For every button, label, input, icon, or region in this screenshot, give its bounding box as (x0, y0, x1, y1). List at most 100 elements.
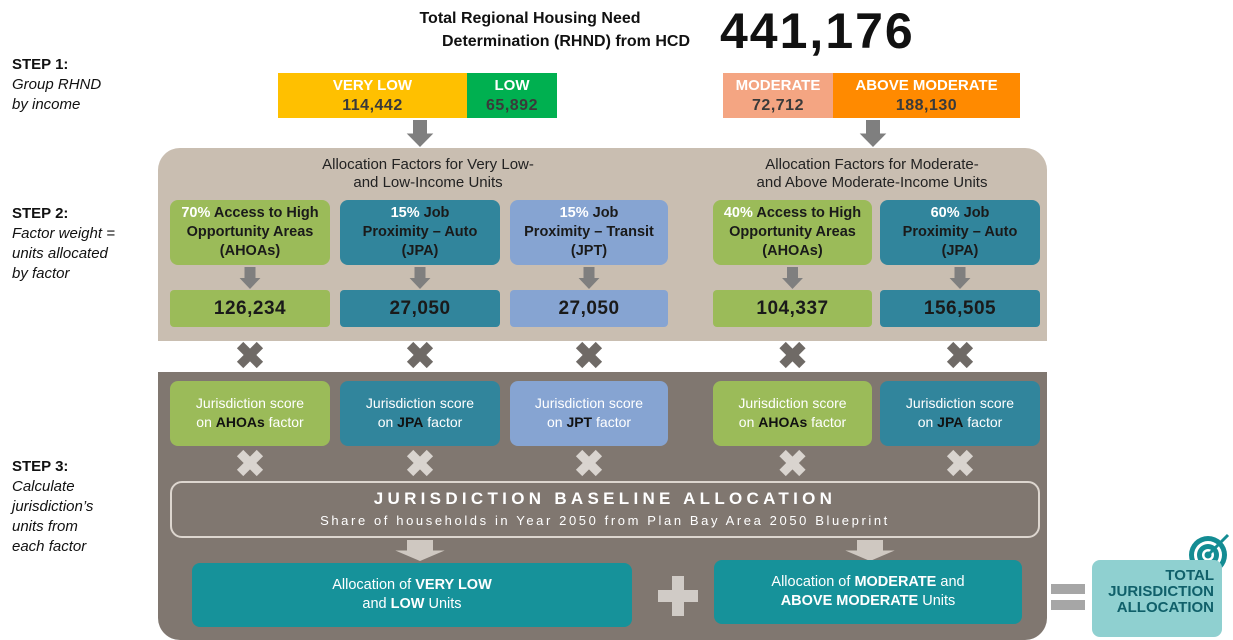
multiply-sign (406, 341, 434, 369)
step-description: Group RHND (12, 76, 102, 93)
factor-line: Proximity – Auto (902, 224, 1018, 240)
score-factor: AHOAs (215, 414, 265, 430)
factor-name: Job (963, 205, 990, 221)
score-line: on JPT factor (510, 413, 668, 432)
header-title: Total Regional Housing Need Determinatio… (330, 7, 690, 53)
text: Allocation of (332, 577, 412, 593)
multiply-sign (946, 449, 974, 477)
factor-line: Proximity – Transit (524, 224, 654, 240)
baseline-box: JURISDICTION BASELINE ALLOCATION Share o… (170, 481, 1040, 538)
factor-units: 104,337 (713, 290, 872, 327)
text: on (917, 414, 934, 430)
factor-box: 15% Job Proximity – Auto (JPA) (340, 200, 500, 265)
income-units: 188,130 (895, 97, 958, 114)
baseline-subtitle: Share of households in Year 2050 from Pl… (320, 513, 890, 528)
income-group: VERY LOW 114,442 (278, 73, 467, 118)
arrow (414, 267, 426, 278)
step: STEP 1: Group RHND by income (12, 55, 101, 115)
text: Allocation of (771, 574, 851, 590)
multiply-sign (236, 449, 264, 477)
factor-name: Job (592, 205, 619, 221)
step-label: STEP 2: (12, 205, 69, 222)
text: factor (967, 414, 1003, 430)
factor-box: 70% Access to High Opportunity Areas (AHOA… (170, 200, 330, 265)
income-name: MODERATE (735, 77, 821, 94)
factor-name: Job (423, 205, 450, 221)
factor-weight: 70% (181, 205, 211, 221)
factor-weight: 15% (390, 205, 420, 221)
multiply-sign (946, 341, 974, 369)
text: Units (428, 596, 462, 612)
step-description: Calculate (12, 478, 75, 495)
text: and (940, 574, 965, 590)
score-line: on JPA factor (880, 413, 1040, 432)
income-units: 72,712 (752, 97, 804, 114)
factor-line: 40% Access to High (713, 204, 872, 223)
factor-weight: 40% (723, 205, 753, 221)
text: MODERATE (854, 574, 937, 590)
income-name: LOW (494, 77, 530, 94)
text: JURISDICTION (1108, 583, 1214, 600)
factor-line: (JPA) (401, 243, 439, 259)
arrow (244, 267, 256, 278)
factor-units: 27,050 (510, 290, 668, 327)
score-line: Jurisdiction score (738, 395, 847, 411)
step-description: units from (12, 518, 78, 535)
step-description: each factor (12, 538, 87, 555)
arrow (782, 278, 803, 289)
factor-line: 15% Job (510, 204, 668, 223)
text: ALLOCATION (1116, 599, 1214, 616)
plus-sign (672, 576, 684, 616)
allocation-line: and LOW Units (192, 595, 632, 614)
text: on (377, 414, 394, 430)
score-line: on AHOAs factor (170, 413, 330, 432)
step: STEP 2: Factor weight = units allocated by … (12, 204, 115, 284)
arrow (949, 278, 971, 289)
score-line: Jurisdiction score (365, 395, 475, 411)
score-box: Jurisdiction score on AHOAs factor (170, 381, 330, 446)
multiply-sign (779, 341, 806, 369)
step-label: STEP 1: (12, 56, 69, 73)
factor-line: 70% Access to High (170, 204, 330, 223)
factor-units: 126,234 (170, 290, 330, 327)
header-total: 441,176 (720, 3, 915, 59)
score-factor: JPA (397, 414, 424, 430)
text: LOW (390, 596, 425, 612)
factor-name: Access to High (213, 205, 319, 221)
factor-name: Access to High (756, 205, 862, 221)
text: VERY LOW (415, 577, 492, 593)
score-box: Jurisdiction score on JPA factor (340, 381, 500, 446)
text: Units (922, 593, 956, 609)
factor-line: (JPT) (570, 243, 608, 259)
total-allocation: TOTAL JURISDICTION ALLOCATION (1092, 560, 1222, 637)
multiply-sign (406, 449, 434, 477)
arrow (859, 133, 887, 147)
step-description: Factor weight = (12, 225, 115, 242)
allocation-line: Allocation of MODERATE and (714, 573, 1022, 592)
arrow (413, 120, 427, 134)
arrow (409, 278, 431, 289)
equals-sign (1051, 600, 1085, 610)
score-factor: JPA (937, 414, 964, 430)
score-line: Jurisdiction score (195, 395, 305, 411)
title-line: Allocation Factors for Very Low- (322, 156, 534, 173)
score-factor: JPT (566, 414, 593, 430)
multiply-sign (236, 341, 264, 369)
group-title: Allocation Factors for Moderate-and Abov… (672, 156, 1072, 192)
income-group: ABOVE MODERATE 188,130 (833, 73, 1020, 118)
step-description: by income (12, 96, 81, 113)
step-description: by factor (12, 265, 70, 282)
text: on (738, 414, 755, 430)
factor-line: Opportunity Areas (729, 224, 856, 240)
factor-weight: 60% (930, 205, 960, 221)
multiply-sign (575, 341, 603, 369)
title-line: Total Regional Housing Need (419, 10, 641, 27)
text: TOTAL (1165, 567, 1214, 584)
text: factor (811, 414, 847, 430)
factor-weight: 15% (559, 205, 589, 221)
allocation-line: ABOVE MODERATE Units (714, 592, 1022, 611)
factor-units: 156,505 (880, 290, 1040, 327)
text: on (546, 414, 563, 430)
arrow (857, 540, 883, 551)
